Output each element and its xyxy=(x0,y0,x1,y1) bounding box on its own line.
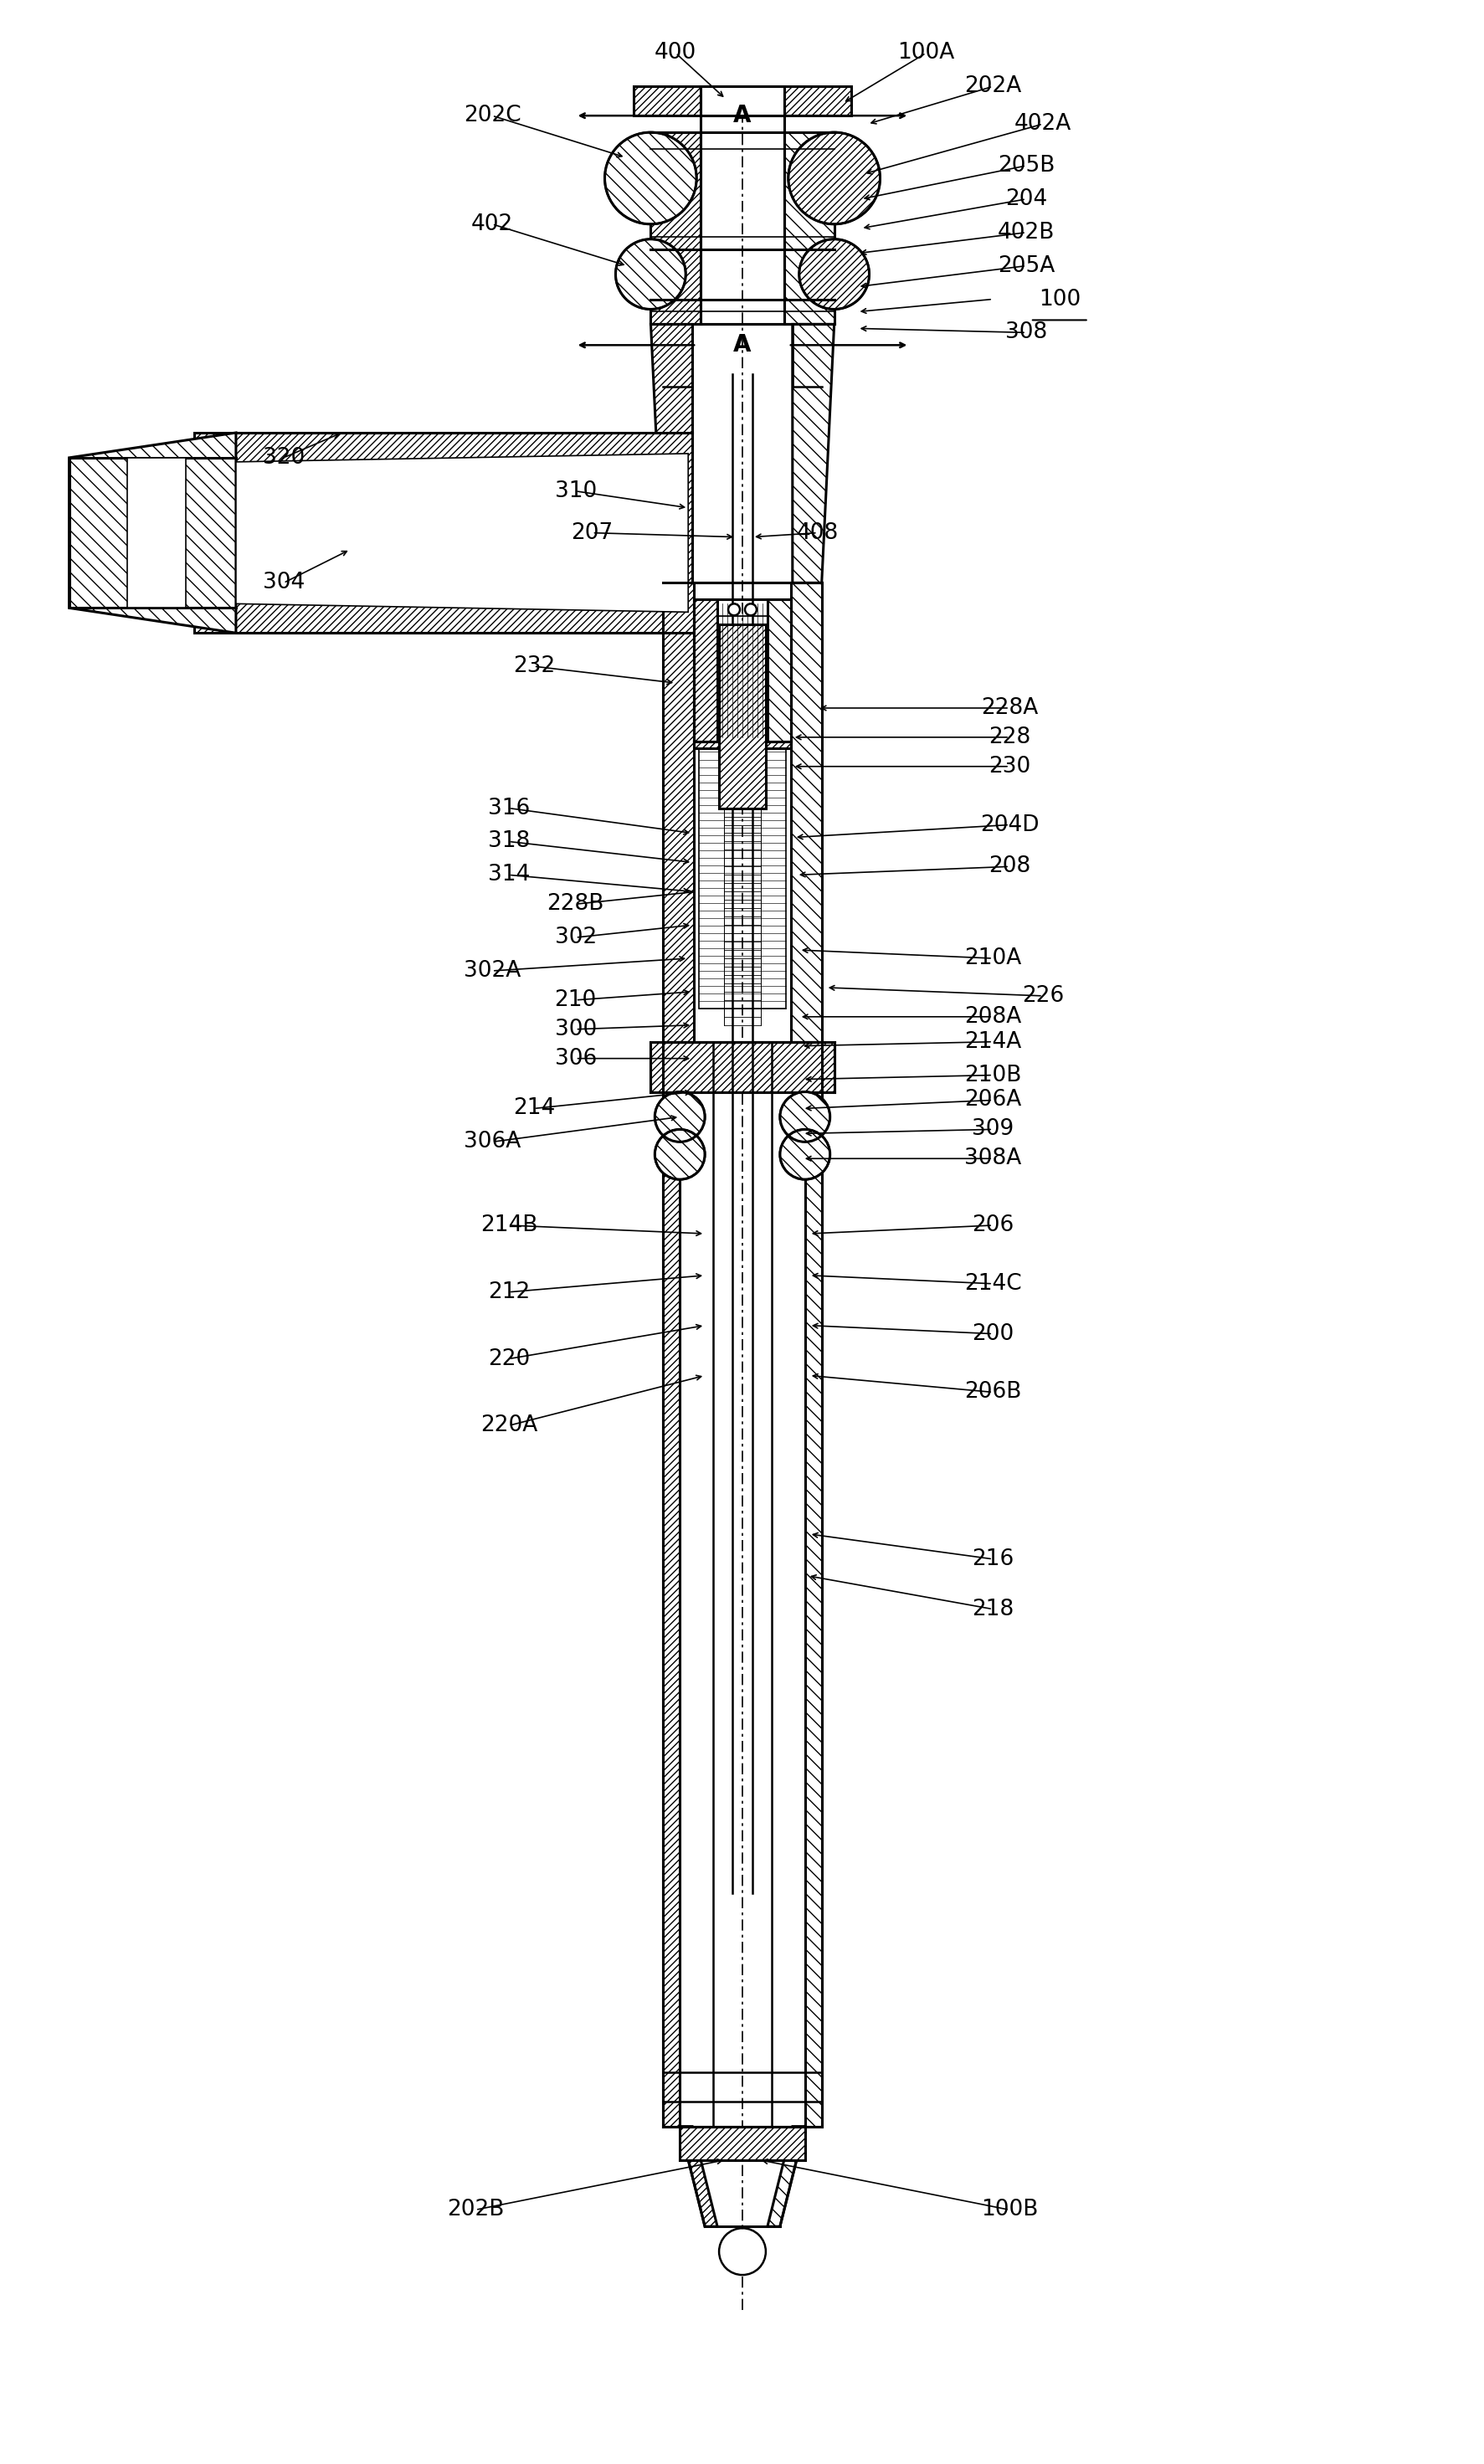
Text: 214C: 214C xyxy=(963,1274,1021,1294)
Text: 200: 200 xyxy=(971,1323,1014,1345)
Text: 309: 309 xyxy=(971,1119,1014,1141)
Circle shape xyxy=(654,1129,705,1180)
Text: 400: 400 xyxy=(654,42,696,64)
Polygon shape xyxy=(650,325,692,584)
Circle shape xyxy=(779,1129,830,1180)
Polygon shape xyxy=(128,458,186,609)
Text: 210B: 210B xyxy=(963,1064,1021,1087)
Text: 304: 304 xyxy=(263,572,304,594)
Polygon shape xyxy=(650,133,700,325)
Polygon shape xyxy=(693,599,717,742)
Text: 206: 206 xyxy=(971,1215,1014,1237)
Circle shape xyxy=(798,239,868,308)
Polygon shape xyxy=(791,584,821,1042)
Polygon shape xyxy=(767,599,791,742)
Text: 206A: 206A xyxy=(963,1089,1021,1111)
Polygon shape xyxy=(784,133,834,325)
Text: A: A xyxy=(733,333,751,357)
Polygon shape xyxy=(663,1042,680,2126)
Text: 408: 408 xyxy=(795,522,838,545)
Text: 202B: 202B xyxy=(447,2198,503,2220)
Text: 205A: 205A xyxy=(997,254,1054,276)
Text: 228: 228 xyxy=(988,727,1030,749)
Polygon shape xyxy=(650,1042,834,1092)
Polygon shape xyxy=(718,623,766,808)
Text: 214: 214 xyxy=(512,1096,555,1119)
Text: 402: 402 xyxy=(470,214,513,234)
Text: 316: 316 xyxy=(487,798,530,818)
Polygon shape xyxy=(700,86,784,116)
Text: 310: 310 xyxy=(554,480,597,503)
Text: 207: 207 xyxy=(571,522,613,545)
Circle shape xyxy=(745,604,757,616)
Polygon shape xyxy=(693,742,791,749)
Polygon shape xyxy=(680,2126,804,2161)
Polygon shape xyxy=(634,86,850,116)
Circle shape xyxy=(616,239,686,308)
Text: 302A: 302A xyxy=(463,961,521,981)
Text: 206B: 206B xyxy=(963,1382,1021,1402)
Text: 214A: 214A xyxy=(963,1030,1021,1052)
Text: A: A xyxy=(733,103,751,128)
Polygon shape xyxy=(70,434,236,633)
Text: 308A: 308A xyxy=(963,1148,1021,1170)
Text: 320: 320 xyxy=(263,446,304,468)
Text: 218: 218 xyxy=(971,1599,1014,1619)
Polygon shape xyxy=(804,1042,821,2126)
Text: 306: 306 xyxy=(554,1047,597,1069)
Text: 202A: 202A xyxy=(963,76,1021,99)
Polygon shape xyxy=(663,584,693,1042)
Text: 306A: 306A xyxy=(463,1131,521,1153)
Text: 100A: 100A xyxy=(896,42,954,64)
Text: 100: 100 xyxy=(1037,288,1080,310)
Text: 205B: 205B xyxy=(997,155,1054,177)
Text: 220: 220 xyxy=(487,1348,530,1370)
Text: 232: 232 xyxy=(512,655,555,678)
Polygon shape xyxy=(680,2126,717,2227)
Text: 204: 204 xyxy=(1005,187,1046,209)
Text: 210A: 210A xyxy=(963,949,1021,968)
Text: 214B: 214B xyxy=(479,1215,537,1237)
Circle shape xyxy=(718,2227,766,2274)
Text: 308: 308 xyxy=(1005,323,1046,342)
Polygon shape xyxy=(236,453,687,611)
Text: 202C: 202C xyxy=(463,106,521,126)
Text: 230: 230 xyxy=(988,756,1030,776)
Text: 402B: 402B xyxy=(997,222,1054,244)
Text: 228A: 228A xyxy=(981,697,1037,719)
Text: 302: 302 xyxy=(554,926,597,949)
Text: 212: 212 xyxy=(487,1281,530,1303)
Polygon shape xyxy=(792,325,834,584)
Text: 220A: 220A xyxy=(479,1414,537,1437)
Polygon shape xyxy=(767,2126,804,2227)
Circle shape xyxy=(604,133,696,224)
Text: 318: 318 xyxy=(487,830,530,853)
Circle shape xyxy=(779,1092,830,1141)
Text: 216: 216 xyxy=(971,1547,1014,1570)
Circle shape xyxy=(788,133,880,224)
Text: 300: 300 xyxy=(554,1018,597,1040)
Circle shape xyxy=(727,604,739,616)
Text: 208: 208 xyxy=(988,855,1030,877)
Text: 228B: 228B xyxy=(546,894,604,914)
Text: 226: 226 xyxy=(1021,986,1063,1008)
Text: 100B: 100B xyxy=(981,2198,1037,2220)
Text: 208A: 208A xyxy=(963,1005,1021,1027)
Text: 314: 314 xyxy=(487,865,530,885)
Text: 204D: 204D xyxy=(979,813,1039,835)
Polygon shape xyxy=(194,434,692,633)
Text: 210: 210 xyxy=(554,988,597,1010)
Circle shape xyxy=(654,1092,705,1141)
Text: 402A: 402A xyxy=(1014,113,1071,136)
